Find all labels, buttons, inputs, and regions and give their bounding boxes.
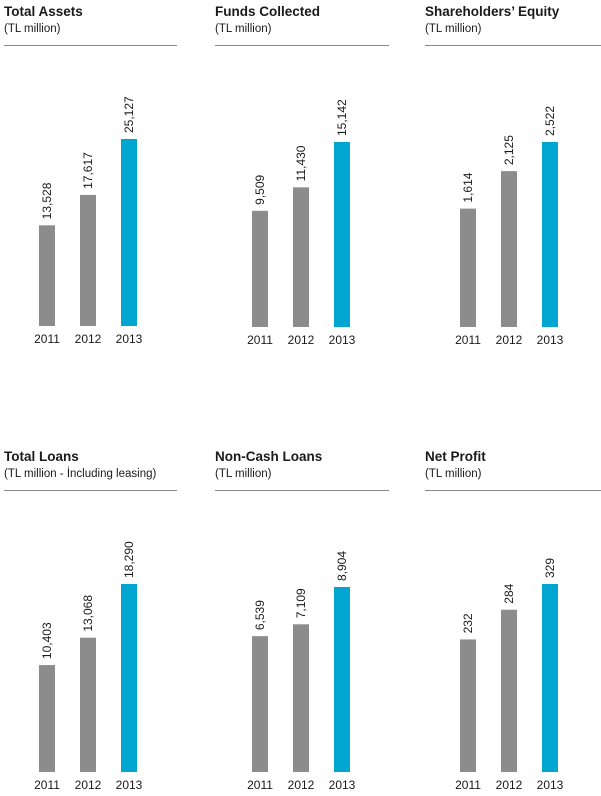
bar-2013 — [542, 142, 558, 327]
tick-label-2012: 2012 — [288, 333, 315, 347]
bar-2012 — [501, 171, 517, 327]
chart-total-assets: Total Assets (TL million) 13,528 2011 17,6… — [4, 4, 180, 346]
value-label-2013: 329 — [543, 558, 557, 578]
tick-label-2011: 2011 — [455, 778, 481, 792]
title-divider — [4, 45, 177, 46]
bar-plot: 6,539 2011 7,109 2012 8,904 2013 — [247, 551, 356, 792]
tick-label-2011: 2011 — [247, 333, 273, 347]
bar-2013 — [334, 142, 350, 327]
chart-title: Funds Collected — [215, 4, 321, 19]
tick-label-2012: 2012 — [496, 333, 523, 347]
title-divider — [215, 490, 389, 491]
tick-label-2012: 2012 — [75, 778, 102, 792]
chart-subtitle: (TL million) — [4, 23, 61, 35]
chart-shareholders-equity: Shareholders’ Equity (TL million) 1,614 2… — [425, 4, 601, 347]
chart-title: Shareholders’ Equity — [425, 4, 560, 19]
tick-label-2012: 2012 — [288, 778, 315, 792]
title-divider — [215, 45, 389, 46]
bar-2011 — [460, 208, 476, 327]
value-label-2012: 2,125 — [502, 135, 516, 165]
tick-label-2013: 2013 — [329, 333, 356, 347]
chart-subtitle: (TL million) — [425, 468, 482, 480]
bar-2012 — [501, 609, 517, 772]
bar-2013 — [121, 139, 137, 326]
value-label-2012: 11,430 — [294, 145, 308, 181]
value-label-2013: 25,127 — [122, 96, 136, 133]
chart-net-profit: Net Profit (TL million) 232 2011 284 2012 32… — [425, 449, 601, 792]
bar-plot: 9,509 2011 11,430 2012 15,142 2013 — [247, 99, 356, 347]
chart-title: Total Assets — [4, 4, 83, 19]
title-divider — [4, 490, 177, 491]
bar-2011 — [39, 225, 55, 326]
bar-2013 — [542, 584, 558, 772]
value-label-2011: 232 — [461, 613, 475, 633]
value-label-2012: 7,109 — [294, 588, 308, 618]
value-label-2013: 2,522 — [543, 106, 557, 136]
bar-2013 — [121, 584, 137, 772]
chart-subtitle: (TL million) — [425, 23, 482, 35]
tick-label-2013: 2013 — [116, 332, 143, 346]
title-divider — [425, 490, 601, 491]
tick-label-2011: 2011 — [34, 778, 60, 792]
chart-title: Total Loans — [4, 449, 79, 464]
tick-label-2011: 2011 — [34, 332, 60, 346]
title-divider — [425, 45, 601, 46]
value-label-2013: 18,290 — [122, 541, 136, 578]
bar-plot: 13,528 2011 17,617 2012 25,127 2013 — [34, 96, 143, 346]
bar-2011 — [460, 639, 476, 772]
tick-label-2011: 2011 — [455, 333, 481, 347]
tick-label-2012: 2012 — [75, 332, 102, 346]
value-label-2011: 6,539 — [253, 600, 267, 630]
tick-label-2012: 2012 — [496, 778, 523, 792]
bar-2012 — [293, 624, 309, 772]
bar-2011 — [39, 665, 55, 772]
tick-label-2013: 2013 — [329, 778, 356, 792]
tick-label-2011: 2011 — [247, 778, 273, 792]
chart-title: Non-Cash Loans — [215, 449, 323, 464]
chart-funds-collected: Funds Collected (TL million) 9,509 2011 11… — [215, 4, 391, 347]
chart-non-cash-loans: Non-Cash Loans (TL million) 6,539 2011 7,1… — [215, 449, 391, 792]
bar-plot: 10,403 2011 13,068 2012 18,290 2013 — [34, 541, 143, 792]
value-label-2011: 9,509 — [253, 174, 267, 204]
bar-2012 — [293, 187, 309, 327]
bar-plot: 1,614 2011 2,125 2012 2,522 2013 — [455, 106, 564, 347]
value-label-2012: 13,068 — [81, 595, 95, 632]
tick-label-2013: 2013 — [537, 333, 564, 347]
chart-subtitle: (TL million) — [215, 468, 272, 480]
bar-2011 — [252, 210, 268, 327]
chart-subtitle: (TL million) — [215, 23, 272, 35]
value-label-2013: 8,904 — [335, 551, 349, 581]
bar-2011 — [252, 636, 268, 772]
bar-plot: 232 2011 284 2012 329 2013 — [455, 558, 564, 792]
tick-label-2013: 2013 — [537, 778, 564, 792]
value-label-2011: 1,614 — [461, 172, 475, 202]
bar-2013 — [334, 587, 350, 772]
value-label-2011: 10,403 — [40, 622, 54, 659]
value-label-2012: 284 — [502, 583, 516, 603]
bar-2012 — [80, 637, 96, 772]
chart-total-loans: Total Loans (TL million - İncluding leas… — [4, 449, 180, 792]
chart-title: Net Profit — [425, 449, 486, 464]
chart-subtitle: (TL million - İncluding leasing) — [4, 468, 157, 480]
value-label-2013: 15,142 — [335, 99, 349, 136]
value-label-2012: 17,617 — [81, 152, 95, 189]
bar-2012 — [80, 194, 96, 326]
value-label-2011: 13,528 — [40, 182, 54, 219]
tick-label-2013: 2013 — [116, 778, 143, 792]
